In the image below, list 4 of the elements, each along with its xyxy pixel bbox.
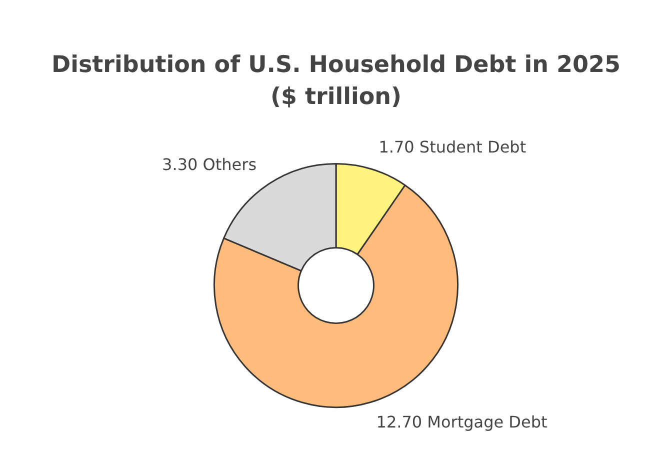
slice-label: 1.70 Student Debt [378, 137, 526, 156]
slice-label: 12.70 Mortgage Debt [376, 412, 548, 432]
chart-title: Distribution of U.S. Household Debt in 2025 ($ trillion) [50, 51, 622, 112]
slice-label: 3.30 Others [162, 154, 257, 174]
